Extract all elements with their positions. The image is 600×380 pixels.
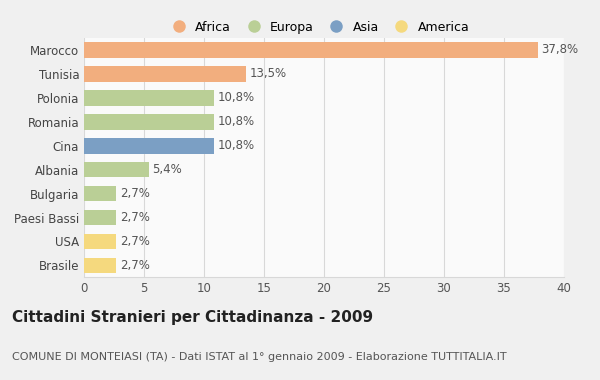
Bar [84,210,116,225]
Bar [84,66,246,82]
Text: 2,7%: 2,7% [120,187,150,200]
Text: 10,8%: 10,8% [217,91,254,105]
Text: 2,7%: 2,7% [120,235,150,248]
Bar [84,42,538,58]
Text: 2,7%: 2,7% [120,211,150,224]
Text: 10,8%: 10,8% [217,139,254,152]
Text: Cittadini Stranieri per Cittadinanza - 2009: Cittadini Stranieri per Cittadinanza - 2… [12,310,373,325]
Legend: Africa, Europa, Asia, America: Africa, Europa, Asia, America [161,16,475,39]
Bar [84,162,149,177]
Bar [84,138,214,154]
Text: COMUNE DI MONTEIASI (TA) - Dati ISTAT al 1° gennaio 2009 - Elaborazione TUTTITAL: COMUNE DI MONTEIASI (TA) - Dati ISTAT al… [12,352,506,361]
Bar [84,114,214,130]
Bar [84,186,116,201]
Text: 2,7%: 2,7% [120,259,150,272]
Bar [84,258,116,273]
Text: 5,4%: 5,4% [152,163,182,176]
Text: 10,8%: 10,8% [217,115,254,128]
Text: 37,8%: 37,8% [541,43,578,57]
Text: 13,5%: 13,5% [250,67,287,81]
Bar [84,234,116,249]
Bar [84,90,214,106]
